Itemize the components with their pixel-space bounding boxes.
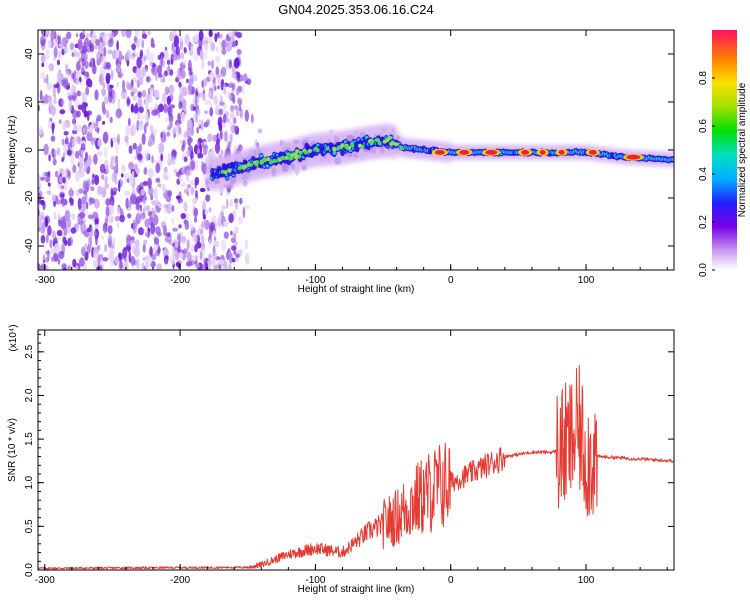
spectrogram-x-tick-label: -100 [305, 275, 325, 286]
colorbar-tick-label: 0.2 [698, 215, 709, 229]
spectrogram-y-tick-label: 0 [24, 147, 35, 153]
spectrogram-y-tick-label: -40 [24, 238, 35, 253]
spectrogram-y-axis: -40 -20 0 20 40 [24, 48, 674, 253]
snr-plot-area [38, 330, 674, 570]
spectrogram-ridge [203, 123, 674, 192]
spectrogram-x-tick-label: -300 [35, 275, 55, 286]
snr-x-label: Height of straight line (km) [298, 584, 415, 595]
snr-y-tick-label: 2.5 [24, 344, 35, 358]
colorbar-ticks: 0.0 0.2 0.4 0.6 0.8 [698, 71, 715, 277]
snr-x-axis: -300 -200 -100 0 100 [35, 330, 668, 586]
snr-multiplier: (x10⁴) [8, 324, 19, 351]
spectrogram-noise [38, 30, 263, 270]
colorbar-tick-label: 0.6 [698, 119, 709, 133]
spectrogram-x-tick-label: 100 [578, 275, 595, 286]
snr-x-tick-label: -100 [305, 575, 325, 586]
snr-y-tick-label: 0.5 [24, 519, 35, 533]
snr-y-axis: 0.0 0.5 1.0 1.5 2.0 2.5 [24, 333, 674, 577]
snr-x-tick-label: -300 [35, 575, 55, 586]
colorbar-gradient [712, 30, 737, 270]
snr-y-tick-label: 1.0 [24, 475, 35, 489]
spectrogram-y-tick-label: 20 [24, 96, 35, 108]
snr-x-tick-label: 100 [578, 575, 595, 586]
colorbar-tick-label: 0.0 [698, 263, 709, 277]
spectrogram-y-tick-label: -20 [24, 190, 35, 205]
colorbar-tick-label: 0.4 [698, 167, 709, 181]
snr-series-line [38, 364, 674, 570]
colorbar: 0.0 0.2 0.4 0.6 0.8 Normalized spectral ampl… [698, 30, 748, 277]
snr-panel: -300 -200 -100 0 100 0.0 0.5 1.0 1.5 2.0 2.5 (x10… [7, 324, 675, 595]
snr-x-tick-label: -200 [170, 575, 190, 586]
spectrogram-y-tick-label: 40 [24, 48, 35, 60]
figure-title: GN04.2025.353.06.16.C24 [278, 2, 433, 17]
snr-y-tick-label: 1.5 [24, 432, 35, 446]
snr-y-label: SNR (10 * v/v) [7, 418, 18, 482]
snr-y-tick-label: 2.0 [24, 388, 35, 402]
spectrogram-x-tick-label: -200 [170, 275, 190, 286]
spectrogram-y-label: Frequency (Hz) [7, 116, 18, 185]
spectrogram-x-axis: -300 -200 -100 0 100 [35, 30, 668, 286]
colorbar-tick-label: 0.8 [698, 71, 709, 85]
colorbar-label: Normalized spectral amplitude [737, 82, 748, 217]
spectrogram-x-tick-label: 0 [448, 275, 454, 286]
spectrogram-x-label: Height of straight line (km) [298, 284, 415, 295]
snr-y-tick-label: 0.0 [24, 563, 35, 577]
snr-x-tick-label: 0 [448, 575, 454, 586]
snr-frame [37, 329, 675, 571]
